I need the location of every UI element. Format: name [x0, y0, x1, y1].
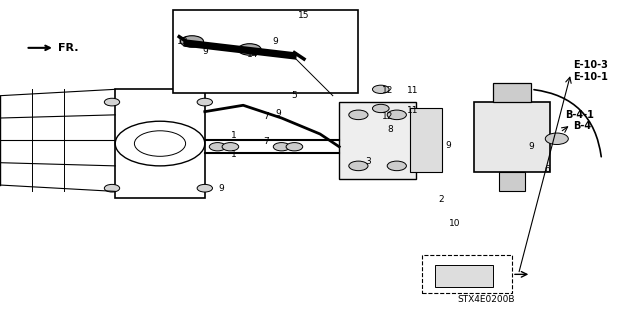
Text: E-10-3: E-10-3	[573, 60, 607, 70]
Circle shape	[387, 161, 406, 171]
Text: 9: 9	[218, 184, 223, 193]
Text: 1: 1	[231, 131, 236, 140]
Text: E-10-1: E-10-1	[573, 71, 607, 82]
Circle shape	[286, 143, 303, 151]
Text: 9: 9	[202, 47, 207, 56]
Text: 7: 7	[263, 137, 268, 146]
Circle shape	[197, 184, 212, 192]
Circle shape	[180, 36, 204, 47]
Text: 7: 7	[263, 112, 268, 121]
Text: 5: 5	[292, 91, 297, 100]
Bar	[422, 255, 512, 293]
Text: 1: 1	[231, 150, 236, 159]
Text: 9: 9	[276, 109, 281, 118]
Text: B-4-1: B-4-1	[565, 110, 594, 120]
Circle shape	[273, 143, 290, 151]
Circle shape	[209, 143, 226, 151]
Text: 13: 13	[177, 37, 188, 46]
Text: B-4: B-4	[573, 121, 591, 131]
Text: 10: 10	[449, 219, 460, 228]
Text: 9: 9	[273, 37, 278, 46]
Circle shape	[349, 110, 368, 120]
Circle shape	[197, 98, 212, 106]
Circle shape	[104, 184, 120, 192]
Polygon shape	[474, 102, 550, 172]
Bar	[435, 265, 493, 287]
Text: 3: 3	[365, 157, 371, 166]
Circle shape	[545, 133, 568, 145]
Text: STX4E0200B: STX4E0200B	[458, 295, 515, 304]
Text: 11: 11	[407, 106, 419, 115]
Text: 9: 9	[445, 141, 451, 150]
Circle shape	[372, 85, 389, 93]
Circle shape	[372, 104, 389, 113]
Text: 12: 12	[381, 86, 393, 95]
Circle shape	[387, 110, 406, 120]
Circle shape	[238, 44, 261, 55]
Polygon shape	[410, 108, 442, 172]
Bar	[173, 10, 358, 93]
Polygon shape	[339, 102, 416, 179]
Text: 12: 12	[381, 112, 393, 121]
Circle shape	[104, 98, 120, 106]
Text: 15: 15	[298, 11, 310, 20]
Circle shape	[222, 143, 239, 151]
Text: FR.: FR.	[28, 43, 78, 53]
Text: 8: 8	[388, 125, 393, 134]
Text: 6: 6	[545, 165, 550, 174]
Circle shape	[349, 161, 368, 171]
Polygon shape	[493, 83, 531, 102]
Polygon shape	[499, 172, 525, 191]
Text: 11: 11	[407, 86, 419, 95]
Text: 9: 9	[529, 142, 534, 151]
Text: 14: 14	[247, 50, 259, 59]
Text: 2: 2	[439, 195, 444, 204]
